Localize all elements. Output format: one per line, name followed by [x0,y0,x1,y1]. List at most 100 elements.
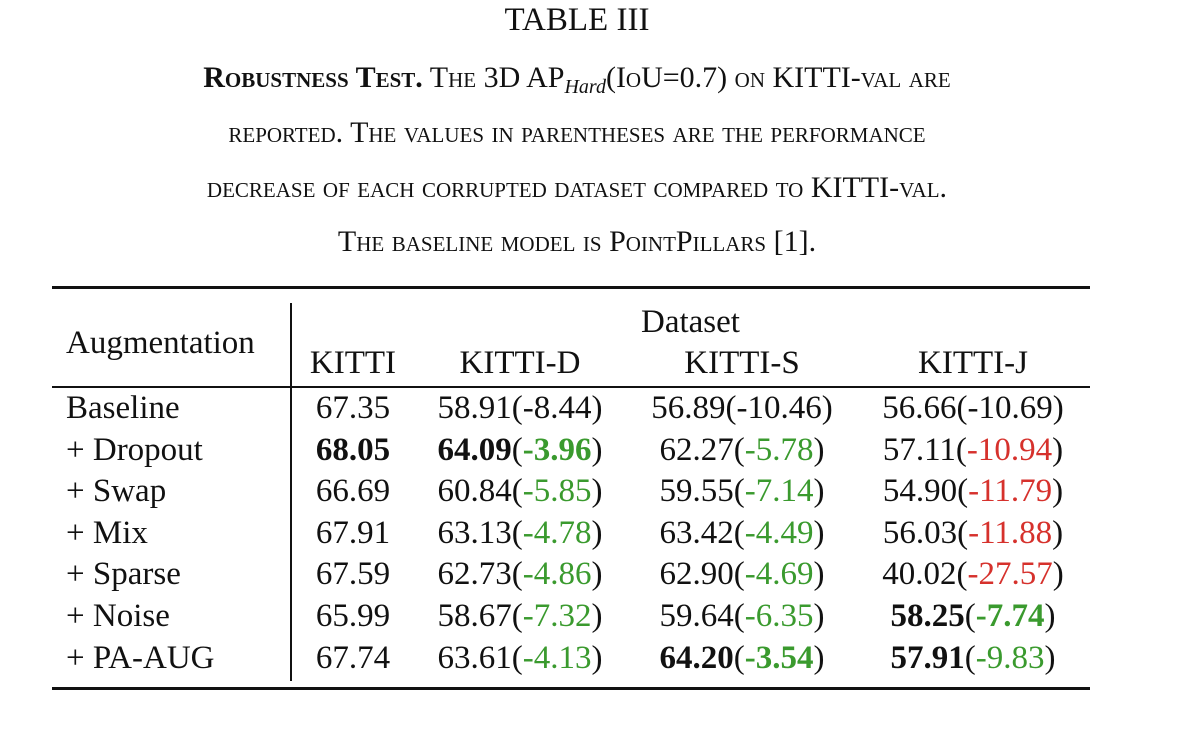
header-kitti-d: KITTI-D [459,345,581,381]
table-caption-line-3: decrease of each corrupted dataset compa… [206,171,948,204]
table-cell: 62.27(-5.78) [636,430,848,470]
caption-line-1b: (IoU=0.7) on KITTI-val are [605,61,951,94]
cell-value: 58.67 [437,598,512,634]
cell-delta: -9.83 [975,639,1045,676]
cell-value: 63.42 [659,514,734,551]
paren-open: ( [733,473,745,510]
table-cell: 57.11(-10.94) [863,430,1083,470]
paren-open: ( [964,598,976,634]
cell-delta: -3.96 [522,431,592,468]
paren-close: ) [591,556,603,593]
table-cell: 60.84(-5.85) [420,471,620,511]
caption-line-1a: The 3D AP [429,61,565,94]
table-label: TABLE III [504,2,650,38]
paren-close: ) [1052,431,1064,468]
row-label: + Sparse [66,556,181,593]
cell-delta: -7.32 [522,598,592,634]
table-cell: 57.91(-9.83) [863,638,1083,678]
cell-value: 58.91 [437,390,512,426]
table-cell: 62.73(-4.86) [420,554,620,594]
table-cell: 63.42(-4.49) [636,513,848,553]
table-cell: 62.90(-4.69) [636,554,848,594]
table-cell: 67.59 [315,556,391,593]
cell-value: 63.61 [437,639,512,676]
paren-close: ) [591,431,603,468]
header-dataset: Dataset [641,304,740,340]
table-cell: 64.20(-3.54) [636,638,848,678]
paren-close: ) [813,598,825,634]
cell-value: 62.90 [659,556,734,593]
table-cell: 56.03(-11.88) [863,513,1083,553]
cell-value: 60.84 [437,473,512,510]
cell-delta: -11.79 [968,473,1053,510]
cell-delta: -10.69 [967,390,1053,426]
table-bottom-rule [52,687,1090,690]
cell-delta: -3.54 [744,639,814,676]
cell-delta: -7.74 [975,598,1045,634]
cell-delta: -4.69 [744,556,814,593]
table-cell: 56.66(-10.69) [863,388,1083,428]
row-label: + PA-AUG [66,639,215,676]
paren-close: ) [591,473,603,510]
paren-open: ( [733,431,745,468]
table-cell: 63.13(-4.78) [420,513,620,553]
table-cell: 66.69 [315,473,391,510]
paren-open: ( [733,598,745,634]
cell-delta: -11.88 [968,514,1053,551]
paren-close: ) [591,598,603,634]
table-cell: 58.25(-7.74) [863,596,1083,636]
table-cell: 63.61(-4.13) [420,638,620,678]
cell-delta: -10.94 [966,431,1053,468]
cell-delta: -5.85 [522,473,592,510]
caption-title: Robustness Test. [203,61,423,94]
paren-open: ( [733,514,745,551]
row-label: + Dropout [66,431,203,468]
paren-close: ) [591,390,603,426]
cell-delta: -10.46 [736,390,822,426]
cell-value: 62.27 [659,431,734,468]
table-cell: 59.55(-7.14) [636,471,848,511]
cell-delta: -4.86 [522,556,592,593]
paren-open: ( [957,514,969,551]
cell-value: 56.89 [651,390,726,426]
paren-open: ( [956,556,968,593]
table-caption-line-4: The baseline model is PointPillars [1]. [337,225,817,258]
header-kitti: KITTI [309,345,397,381]
paren-close: ) [1052,556,1064,593]
paren-open: ( [964,639,976,676]
paren-close: ) [1052,390,1064,426]
paren-close: ) [813,431,825,468]
table-cell: 67.74 [315,639,391,676]
cell-value: 62.73 [437,556,512,593]
table-cell: 54.90(-11.79) [863,471,1083,511]
paren-open: ( [511,556,523,593]
paren-close: ) [813,556,825,593]
header-kitti-s: KITTI-S [684,345,800,381]
table-cell: 65.99 [315,598,391,634]
paren-close: ) [813,514,825,551]
paren-close: ) [591,639,603,676]
paren-close: ) [1044,598,1056,634]
paren-close: ) [1052,514,1064,551]
cell-value: 59.64 [659,598,734,634]
cell-delta: -4.13 [522,639,592,676]
paren-close: ) [1052,473,1064,510]
table-cell: 67.35 [315,390,391,426]
cell-value: 58.25 [890,598,965,634]
paren-open: ( [511,598,523,634]
table-cell: 40.02(-27.57) [863,554,1083,594]
table-cell: 58.91(-8.44) [420,388,620,428]
paren-open: ( [733,639,745,676]
row-label: + Noise [66,598,170,634]
cell-value: 56.03 [882,514,958,551]
row-label: + Mix [66,514,148,551]
row-label: Baseline [66,390,180,426]
paren-open: ( [511,473,523,510]
cell-delta: -8.44 [522,390,592,426]
caption-subscript: Hard [564,76,606,98]
cell-delta: -4.78 [522,514,592,551]
cell-value: 57.91 [890,639,965,676]
paren-close: ) [813,473,825,510]
table-cell: 68.05 [315,431,391,468]
paren-close: ) [1044,639,1056,676]
